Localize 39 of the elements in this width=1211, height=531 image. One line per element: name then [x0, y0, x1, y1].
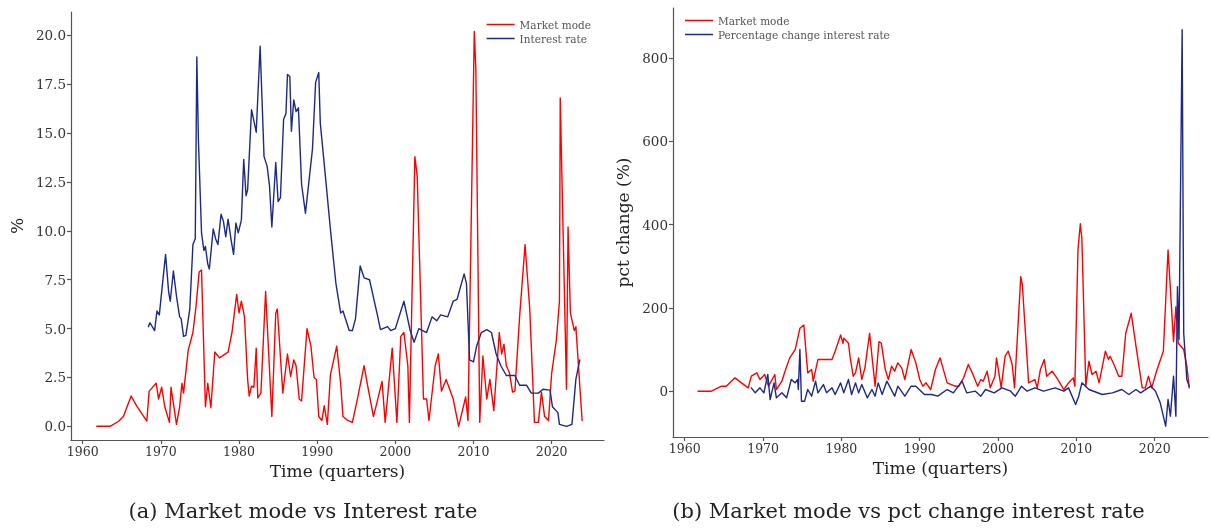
x-tick-label: 1980 [825, 441, 858, 456]
y-tick-label: 200 [642, 299, 668, 316]
legend-label: Market mode [519, 18, 592, 31]
legend-label: Market mode [718, 14, 790, 27]
text: (a) Market mode vs Interest rate [128, 498, 478, 523]
text: (b) Market mode vs pct change interest rate [672, 498, 1145, 523]
y-tick-label: 17.5 [35, 76, 66, 93]
legend-label: Percentage change interest rate [718, 28, 890, 41]
y-axis-title: % [6, 217, 27, 235]
x-tick-label: 1960 [66, 444, 99, 459]
y-tick-label: 800 [642, 49, 668, 66]
y-axis-title: pct change (%) [612, 157, 633, 288]
x-axis-title: Time (quarters) [269, 461, 406, 482]
y-tick-label: 600 [642, 133, 668, 150]
line-series [697, 223, 1190, 392]
x-tick-label: 1990 [903, 441, 936, 456]
x-tick-label: 2020 [535, 444, 568, 459]
x-tick-label: 2010 [1060, 441, 1093, 456]
x-axis-title: Time (quarters) [872, 458, 1009, 479]
x-tick-label: 1970 [747, 441, 780, 456]
y-tick-label: 12.5 [35, 174, 66, 191]
x-tick-label: 2020 [1138, 441, 1171, 456]
y-tick-label: 0 [659, 383, 668, 400]
legend-label: Interest rate [519, 32, 587, 45]
x-tick-label: 1970 [144, 444, 177, 459]
y-tick-label: 0.0 [44, 418, 66, 435]
y-tick-label: 7.5 [44, 271, 66, 288]
y-tick-label: 10.0 [35, 222, 66, 239]
x-tick-label: 2000 [379, 444, 412, 459]
y-tick-label: 2.5 [44, 369, 66, 386]
y-tick-label: 5.0 [44, 320, 66, 337]
x-tick-label: 2010 [457, 444, 490, 459]
y-tick-label: 400 [642, 216, 668, 233]
x-tick-label: 1980 [223, 444, 255, 459]
x-tick-label: 1990 [301, 444, 334, 459]
x-tick-label: 1960 [668, 441, 701, 456]
y-tick-label: 20.0 [35, 27, 66, 44]
x-tick-label: 2000 [982, 441, 1015, 456]
y-tick-label: 15.0 [35, 125, 66, 142]
